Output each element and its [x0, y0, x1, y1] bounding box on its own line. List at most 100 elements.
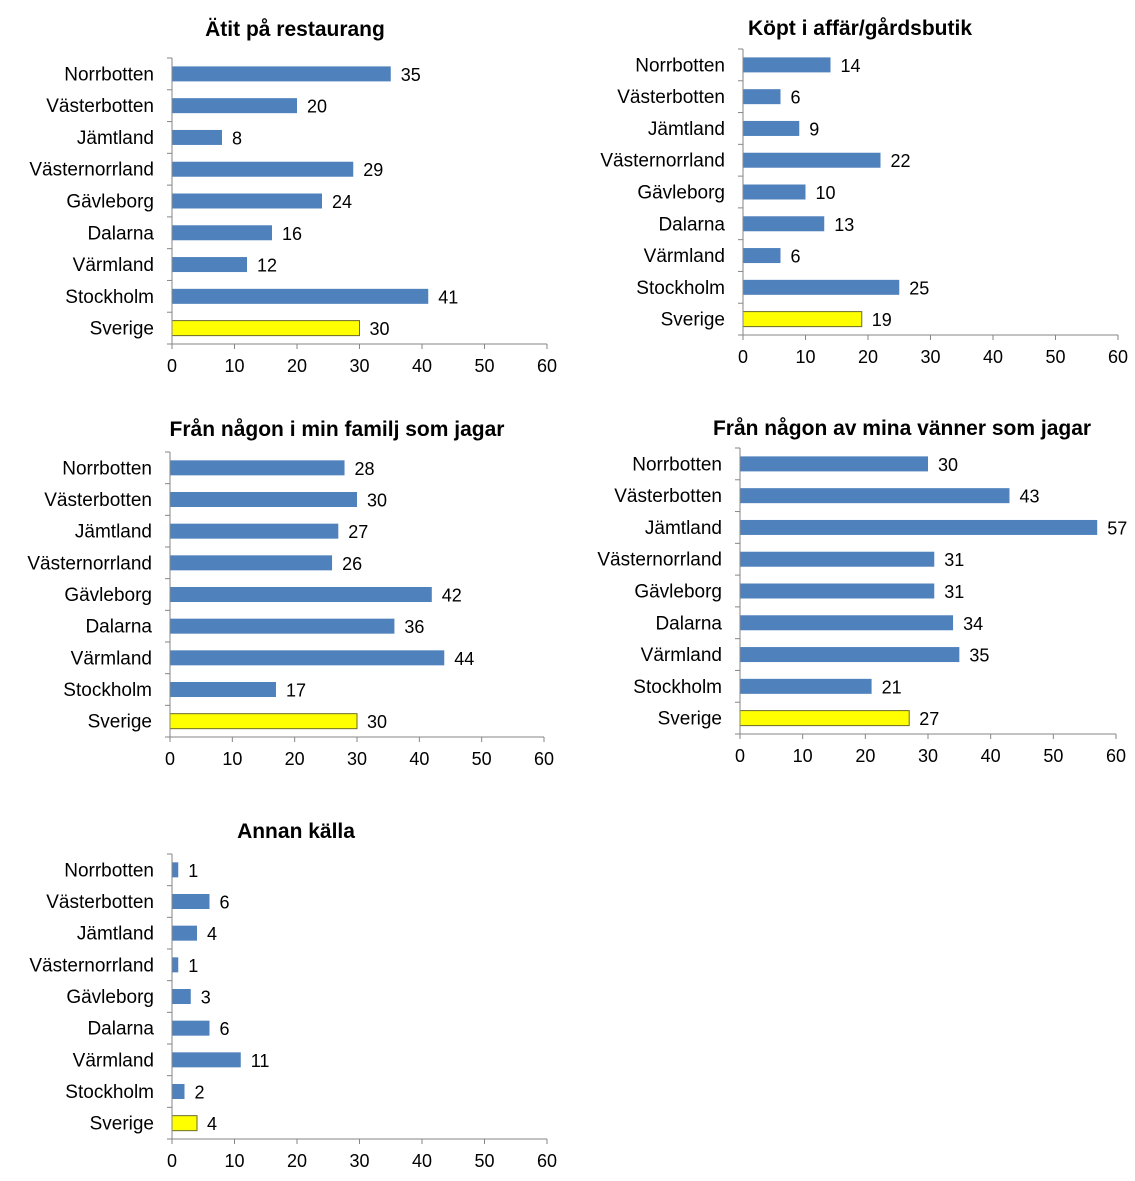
- bar-sverige: [171, 320, 360, 337]
- bar-jamtland: [170, 523, 339, 539]
- x-tick-label-30: 30: [347, 749, 367, 769]
- category-label-dalarna: Dalarna: [87, 1019, 154, 1040]
- bar-norrbotten: [172, 862, 179, 878]
- bar-sverige: [169, 713, 358, 730]
- category-label-vasternorrland: Västernorrland: [600, 151, 725, 172]
- x-tick-label-30: 30: [920, 347, 940, 367]
- x-tick-label-10: 10: [222, 749, 242, 769]
- x-tick-label-20: 20: [285, 749, 305, 769]
- bar-gavleborg: [743, 184, 806, 200]
- value-label-varmland: 6: [791, 247, 801, 267]
- chart-svg: Annan källa Norrbotten 1 Västerbotten 6 Jämtl…: [29, 820, 557, 1171]
- category-label-norrbotten: Norrbotten: [64, 860, 154, 881]
- bar-varmland: [743, 248, 781, 264]
- bar-norrbotten: [170, 460, 345, 476]
- category-label-jamtland: Jämtland: [77, 128, 154, 149]
- bar-varmland: [172, 1052, 241, 1068]
- value-label-stockholm: 2: [195, 1083, 205, 1103]
- value-label-norrbotten: 14: [841, 56, 861, 76]
- category-label-stockholm: Stockholm: [636, 278, 725, 299]
- bar-sverige: [171, 1115, 198, 1132]
- x-tick-label-20: 20: [287, 356, 307, 376]
- x-tick-label-60: 60: [537, 356, 557, 376]
- bar-stockholm: [740, 678, 872, 694]
- category-label-norrbotten: Norrbotten: [635, 55, 725, 76]
- value-label-varmland: 12: [257, 256, 277, 276]
- value-label-vasterbotten: 6: [791, 88, 801, 108]
- bar-stockholm: [172, 288, 429, 304]
- chart-svg: Ätit på restaurang Norrbotten 35 Västerbott…: [29, 18, 557, 376]
- x-tick-label-0: 0: [165, 749, 175, 769]
- category-label-jamtland: Jämtland: [75, 522, 152, 543]
- bar-norrbotten: [740, 456, 928, 472]
- value-label-vasternorrland: 26: [342, 554, 362, 574]
- bar-dalarna: [740, 615, 954, 631]
- value-label-norrbotten: 1: [188, 861, 198, 881]
- bar-gavleborg: [170, 587, 432, 602]
- bar-jamtland: [172, 925, 197, 941]
- x-tick-label-50: 50: [474, 1151, 494, 1171]
- bar-stockholm: [172, 1084, 185, 1099]
- chart-atit-pa-restaurang: Ätit på restaurang Norrbotten 35 Västerbott…: [0, 0, 580, 395]
- category-label-vasternorrland: Västernorrland: [29, 955, 154, 976]
- value-label-vasterbotten: 20: [307, 97, 327, 117]
- chart-svg: Köpt i affär/gårdsbutik Norrbotten 14 Väste…: [600, 17, 1128, 367]
- value-label-jamtland: 9: [809, 119, 819, 139]
- value-label-stockholm: 25: [909, 278, 929, 298]
- category-label-vasterbotten: Västerbotten: [617, 87, 725, 108]
- bar-norrbotten: [172, 66, 391, 82]
- value-label-gavleborg: 24: [332, 192, 352, 212]
- category-label-vasterbotten: Västerbotten: [46, 96, 154, 117]
- category-label-gavleborg: Gävleborg: [64, 585, 152, 606]
- value-label-dalarna: 13: [834, 215, 854, 235]
- x-tick-label-10: 10: [793, 746, 813, 766]
- bar-jamtland: [743, 120, 800, 136]
- x-tick-label-50: 50: [474, 356, 494, 376]
- category-label-sverige: Sverige: [90, 319, 154, 340]
- value-label-vasterbotten: 30: [367, 491, 387, 511]
- chart-title: Ätit på restaurang: [205, 18, 385, 41]
- value-label-dalarna: 16: [282, 224, 302, 244]
- value-label-vasternorrland: 22: [891, 151, 911, 171]
- value-label-vasternorrland: 1: [188, 956, 198, 976]
- bar-stockholm: [743, 279, 900, 295]
- value-label-sverige: 4: [207, 1114, 217, 1134]
- x-tick-label-60: 60: [1108, 347, 1128, 367]
- chart-title: Köpt i affär/gårdsbutik: [748, 17, 972, 40]
- value-label-stockholm: 21: [882, 677, 902, 697]
- value-label-jamtland: 8: [232, 128, 242, 148]
- category-label-varmland: Värmland: [71, 648, 152, 669]
- x-tick-label-0: 0: [167, 356, 177, 376]
- value-label-stockholm: 17: [286, 681, 306, 701]
- category-label-norrbotten: Norrbotten: [632, 454, 722, 475]
- category-label-dalarna: Dalarna: [85, 617, 152, 638]
- bar-stockholm: [170, 682, 276, 697]
- bar-dalarna: [743, 216, 825, 232]
- category-label-norrbotten: Norrbotten: [64, 64, 154, 85]
- chart-title: Från någon av mina vänner som jagar: [713, 417, 1091, 440]
- x-tick-label-40: 40: [412, 356, 432, 376]
- category-label-sverige: Sverige: [90, 1114, 154, 1135]
- value-label-gavleborg: 42: [442, 586, 462, 606]
- x-tick-label-40: 40: [981, 746, 1001, 766]
- chart-title: Annan källa: [237, 820, 355, 843]
- value-label-vasternorrland: 29: [363, 160, 383, 180]
- x-tick-label-30: 30: [349, 1151, 369, 1171]
- category-label-sverige: Sverige: [88, 712, 152, 733]
- bar-varmland: [172, 257, 247, 273]
- value-label-varmland: 35: [969, 646, 989, 666]
- value-label-sverige: 19: [872, 310, 892, 330]
- chart-kopt-i-affar: Köpt i affär/gårdsbutik Norrbotten 14 Väste…: [575, 0, 1135, 395]
- category-label-vasternorrland: Västernorrland: [597, 550, 722, 571]
- bar-vasternorrland: [740, 551, 935, 567]
- x-tick-label-0: 0: [735, 746, 745, 766]
- value-label-varmland: 11: [251, 1051, 270, 1071]
- category-label-stockholm: Stockholm: [65, 287, 154, 308]
- bar-gavleborg: [172, 193, 322, 209]
- x-tick-label-40: 40: [412, 1151, 432, 1171]
- bar-dalarna: [172, 1020, 210, 1036]
- chart-svg: Från någon i min familj som jagar Norrbot…: [27, 418, 554, 769]
- bar-vasternorrland: [170, 555, 333, 571]
- bar-vasterbotten: [172, 894, 210, 909]
- bar-gavleborg: [740, 583, 935, 599]
